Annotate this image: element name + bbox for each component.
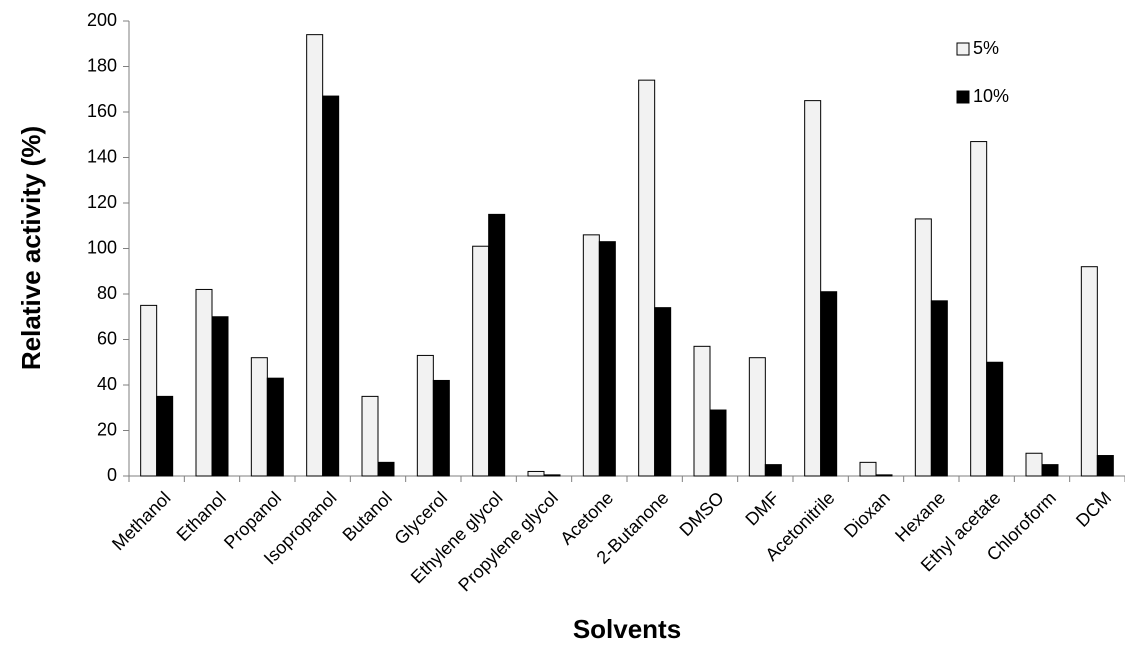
x-tick-label: DMSO — [676, 488, 728, 540]
y-tick-label: 40 — [97, 374, 117, 394]
y-tick-label: 180 — [87, 55, 117, 75]
bar-series-10pct — [377, 461, 395, 477]
legend-swatch — [956, 90, 970, 104]
legend-label: 10% — [973, 86, 1009, 106]
x-tick-label: Butanol — [339, 488, 396, 545]
bar-series-10pct — [1096, 455, 1114, 477]
bar-series-5pct — [306, 34, 324, 477]
y-axis-title: Relative activity (%) — [16, 126, 46, 370]
y-tick-label: 60 — [97, 328, 117, 348]
plot-area: 020406080100120140160180200MethanolEthan… — [87, 10, 1125, 596]
bar-series-5pct — [416, 354, 434, 477]
y-tick-label: 140 — [87, 146, 117, 166]
bar-series-5pct — [195, 288, 213, 477]
y-tick-label: 200 — [87, 10, 117, 30]
bar-series-10pct — [820, 291, 838, 477]
bar-series-10pct — [654, 307, 672, 477]
bar-series-10pct — [598, 241, 616, 477]
bar-series-5pct — [804, 100, 822, 477]
y-tick-label: 20 — [97, 419, 117, 439]
bar-series-10pct — [156, 395, 174, 477]
y-tick-label: 160 — [87, 101, 117, 121]
bar-series-5pct — [693, 345, 711, 477]
y-tick-label: 100 — [87, 237, 117, 257]
x-tick-label: Methanol — [108, 488, 175, 555]
bar-series-5pct — [527, 470, 545, 477]
bar-series-5pct — [970, 141, 988, 477]
bar-series-10pct — [488, 213, 506, 477]
bar-series-10pct — [930, 300, 948, 477]
bar-series-5pct — [638, 79, 656, 477]
bar-series-10pct — [211, 316, 229, 477]
bar-series-10pct — [543, 474, 561, 477]
bar-series-10pct — [266, 377, 284, 477]
x-tick-label: DMF — [741, 488, 783, 530]
bar-series-5pct — [748, 357, 766, 477]
bar-series-5pct — [361, 395, 379, 477]
bar-series-10pct — [709, 409, 727, 477]
bar-series-5pct — [1025, 452, 1043, 477]
bar-series-5pct — [914, 218, 932, 477]
x-tick-label: DCM — [1072, 488, 1115, 531]
bar-series-5pct — [582, 234, 600, 477]
bar-series-10pct — [875, 474, 893, 477]
legend-swatch — [956, 42, 970, 56]
bar-series-5pct — [472, 245, 490, 477]
bar-series-5pct — [250, 357, 268, 477]
bar-series-5pct — [140, 304, 158, 477]
bar-series-10pct — [1041, 464, 1059, 477]
x-tick-label: Dioxan — [840, 488, 894, 542]
bar-series-10pct — [322, 95, 340, 477]
legend-label: 5% — [973, 38, 999, 58]
x-axis-title: Solvents — [573, 614, 681, 644]
y-tick-label: 120 — [87, 192, 117, 212]
x-tick-label: Propylene glycol — [454, 488, 562, 596]
y-tick-label: 0 — [107, 465, 117, 485]
bar-series-10pct — [986, 361, 1004, 477]
bar-series-10pct — [764, 464, 782, 477]
bar-series-5pct — [1080, 266, 1098, 477]
bar-series-5pct — [859, 461, 877, 477]
bar-series-10pct — [432, 379, 450, 477]
y-tick-label: 80 — [97, 283, 117, 303]
